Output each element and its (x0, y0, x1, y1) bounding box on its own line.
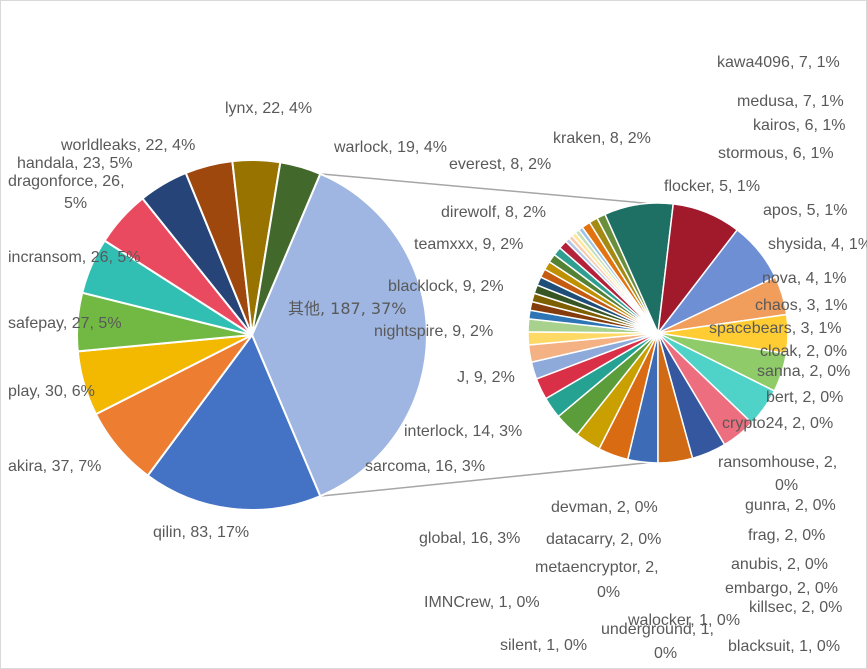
secondary-slice-kraken (657, 332, 694, 464)
secondary-label-gunra: gunra, 2, 0% (745, 497, 836, 514)
connector-line-top (320, 173, 656, 205)
secondary-label-sanna: sanna, 2, 0% (757, 363, 850, 380)
secondary-label-walocker: walocker, 1, 0% (627, 612, 740, 629)
main-label-qilin: qilin, 83, 17% (153, 524, 249, 541)
secondary-label-kairos: kairos, 6, 1% (753, 117, 845, 134)
main-label-dragonforce-line-1: dragonforce, 26, (8, 173, 125, 190)
secondary-label-shysida: shysida, 4, 1% (768, 236, 867, 253)
secondary-label-datacarry: datacarry, 2, 0% (546, 531, 661, 548)
connector-lines (320, 173, 656, 497)
secondary-label-anubis: anubis, 2, 0% (731, 556, 828, 573)
secondary-label-metaencryptor-line-1: metaencryptor, 2, (535, 559, 659, 576)
main-slice-other (250, 172, 428, 498)
main-label-lynx: lynx, 22, 4% (225, 100, 312, 117)
secondary-label-metaencryptor-line-2: 0% (597, 584, 620, 601)
secondary-label-nightspire: nightspire, 9, 2% (374, 323, 493, 340)
secondary-pie (527, 202, 789, 464)
secondary-label-cloak: cloak, 2, 0% (760, 343, 847, 360)
secondary-label-blacksuit: blacksuit, 1, 0% (728, 638, 840, 655)
secondary-label-silent: silent, 1, 0% (500, 637, 587, 654)
main-label-dragonforce-line-2: 5% (64, 195, 87, 212)
secondary-label-medusa: medusa, 7, 1% (737, 93, 844, 110)
connector-line-bottom (320, 461, 656, 497)
main-slice-qilin (146, 332, 322, 511)
secondary-label-j: J, 9, 2% (457, 369, 515, 386)
main-label-safepay: safepay, 27, 5% (8, 315, 122, 332)
secondary-label-everest: everest, 8, 2% (449, 156, 551, 173)
secondary-label-ransomhouse-line-1: ransomhouse, 2, (718, 454, 837, 471)
secondary-label-sarcoma: sarcoma, 16, 3% (365, 458, 485, 475)
secondary-label-underground-line-1: underground, 1, (601, 621, 714, 638)
secondary-label-underground-line-2: 0% (654, 645, 677, 662)
secondary-label-kawa4096: kawa4096, 7, 1% (717, 54, 840, 71)
secondary-label-devman: devman, 2, 0% (551, 499, 658, 516)
main-label-incransom: incransom, 26, 5% (8, 249, 141, 266)
secondary-label-kraken: kraken, 8, 2% (553, 130, 651, 147)
secondary-label-interlock: interlock, 14, 3% (404, 423, 522, 440)
main-label-akira: akira, 37, 7% (8, 458, 101, 475)
secondary-label-frag: frag, 2, 0% (748, 527, 825, 544)
main-label-handala: handala, 23, 5% (17, 155, 133, 172)
secondary-label-flocker: flocker, 5, 1% (664, 178, 760, 195)
secondary-label-nova: nova, 4, 1% (762, 270, 847, 287)
secondary-label-ransomhouse-line-2: 0% (775, 477, 798, 494)
secondary-label-apos: apos, 5, 1% (763, 202, 848, 219)
main-pie (76, 159, 428, 511)
secondary-label-blacklock: blacklock, 9, 2% (388, 278, 504, 295)
main-slice-warlock (251, 161, 322, 336)
main-label-play: play, 30, 6% (8, 383, 95, 400)
main-label-warlock: warlock, 19, 4% (333, 139, 447, 156)
main-label-worldleaks: worldleaks, 22, 4% (60, 137, 195, 154)
secondary-label-chaos: chaos, 3, 1% (755, 297, 848, 314)
secondary-label-bert: bert, 2, 0% (766, 389, 843, 406)
secondary-label-crypto24: crypto24, 2, 0% (722, 415, 833, 432)
secondary-label-global: global, 16, 3% (419, 530, 520, 547)
main-label-other: 其他, 187, 37% (288, 299, 406, 318)
data-labels: 其他, 187, 37% qilin, 83, 17% akira, 37, 7% p… (8, 54, 867, 662)
secondary-label-imncrew: IMNCrew, 1, 0% (424, 594, 540, 611)
secondary-label-spacebears: spacebears, 3, 1% (709, 320, 842, 337)
secondary-label-killsec: killsec, 2, 0% (749, 599, 842, 616)
secondary-label-direwolf: direwolf, 8, 2% (441, 204, 546, 221)
secondary-label-stormous: stormous, 6, 1% (718, 145, 834, 162)
secondary-label-teamxxx: teamxxx, 9, 2% (414, 236, 523, 253)
secondary-label-embargo: embargo, 2, 0% (725, 580, 838, 597)
